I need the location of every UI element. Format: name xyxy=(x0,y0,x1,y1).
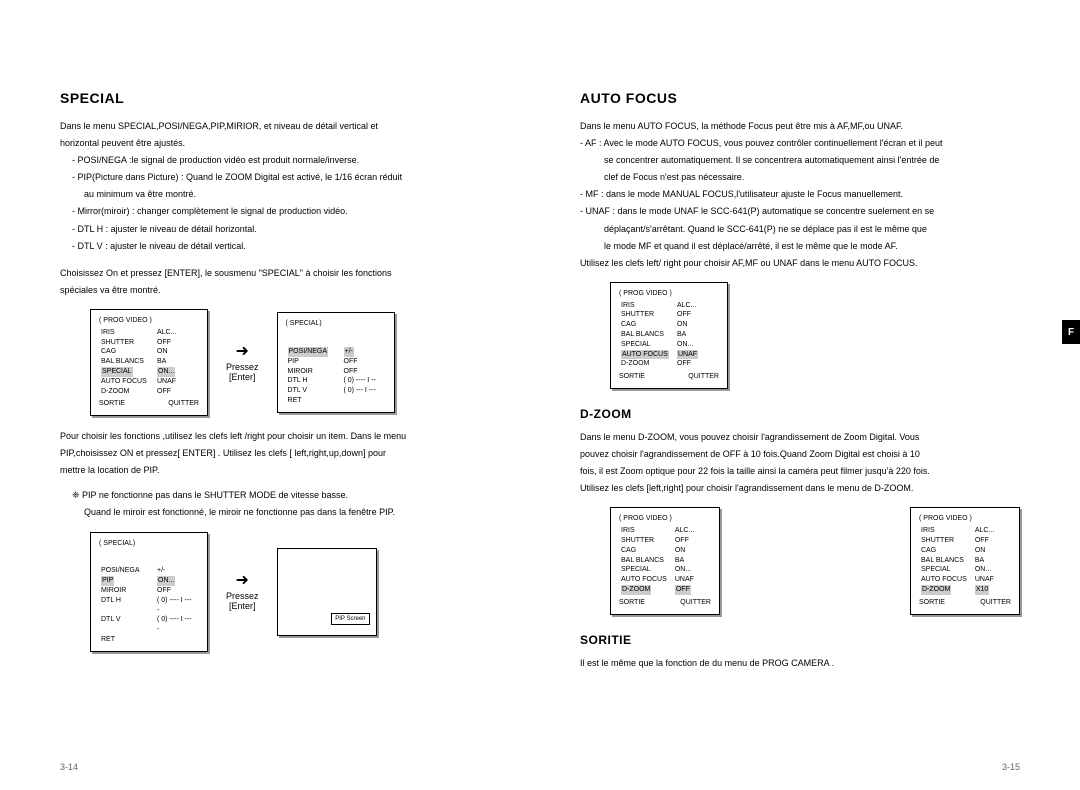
bullet: - POSI/NEGA :le signal de production vid… xyxy=(60,152,500,169)
menu-row-2: ( SPECIAL) POSI/NEGA+/- PIPON... MIROIRO… xyxy=(90,532,500,652)
bullet: le mode MF et quand il est déplacé/arrêt… xyxy=(580,238,1020,255)
arrow-block: ➜ Pressez [Enter] xyxy=(226,573,259,611)
text: Dans le menu AUTO FOCUS, la méthode Focu… xyxy=(580,118,1020,135)
text: Il est le même que la fonction de du men… xyxy=(580,655,1020,672)
note: Quand le miroir est fonctionné, le miroi… xyxy=(60,504,500,521)
heading-dzoom: D-ZOOM xyxy=(580,407,1020,421)
page-number: 3-14 xyxy=(60,762,78,772)
menu-prog-dz1: ( PROG VIDEO ) IRISALC... SHUTTEROFF CAG… xyxy=(610,507,720,614)
menu-row-dz: ( PROG VIDEO ) IRISALC... SHUTTEROFF CAG… xyxy=(610,507,1020,614)
menu-row-af: ( PROG VIDEO ) IRISALC... SHUTTEROFF CAG… xyxy=(610,282,1020,389)
bullet: - MF : dans le mode MANUAL FOCUS,l'utili… xyxy=(580,186,1020,203)
text: Pour choisir les fonctions ,utilisez les… xyxy=(60,428,500,445)
heading-sortie: SORITIE xyxy=(580,633,1020,647)
menu-prog-video: ( PROG VIDEO ) IRISALC... SHUTTEROFF CAG… xyxy=(90,309,208,416)
bullet: - DTL H : ajuster le niveau de détail ho… xyxy=(60,221,500,238)
text: PIP,choisissez ON et pressez[ ENTER] . U… xyxy=(60,445,500,462)
text: pouvez choisir l'agrandissement de OFF à… xyxy=(580,446,1020,463)
arrow-right-icon: ➜ xyxy=(226,344,259,360)
pip-screen-label: PIP Screen xyxy=(331,613,369,625)
text: Dans le menu SPECIAL,POSI/NEGA,PIP,MIRIO… xyxy=(60,118,500,135)
text: Dans le menu D-ZOOM, vous pouvez choisir… xyxy=(580,429,1020,446)
menu-row-1: ( PROG VIDEO ) IRISALC... SHUTTEROFF CAG… xyxy=(90,309,500,416)
bullet: - AF : Avec le mode AUTO FOCUS, vous pou… xyxy=(580,135,1020,152)
note: ❈ PIP ne fonctionne pas dans le SHUTTER … xyxy=(60,487,500,504)
bullet: - PIP(Picture dans Picture) : Quand le Z… xyxy=(60,169,500,186)
bullet: - UNAF : dans le mode UNAF le SCC-641(P)… xyxy=(580,203,1020,220)
bullet: clef de Focus n'est pas nécessaire. xyxy=(580,169,1020,186)
bullet: au minimum va être montré. xyxy=(60,186,500,203)
pip-diagram: PIP Screen xyxy=(277,548,377,636)
side-tab: F xyxy=(1062,320,1080,344)
text: mettre la location de PIP. xyxy=(60,462,500,479)
menu-prog-dz2: ( PROG VIDEO ) IRISALC... SHUTTEROFF CAG… xyxy=(910,507,1020,614)
text: horizontal peuvent être ajustés. xyxy=(60,135,500,152)
heading-special: SPECIAL xyxy=(60,90,500,106)
arrow-block: ➜ Pressez [Enter] xyxy=(226,344,259,382)
text: Utilisez les clefs [left,right] pour cho… xyxy=(580,480,1020,497)
text: fois, il est Zoom optique pour 22 fois l… xyxy=(580,463,1020,480)
text: Utilisez les clefs left/ right pour choi… xyxy=(580,255,1020,272)
page-number: 3-15 xyxy=(1002,762,1020,772)
bullet: se concentrer automatiquement. Il se con… xyxy=(580,152,1020,169)
bullet: déplaçant/s'arrêtant. Quand le SCC-641(P… xyxy=(580,221,1020,238)
page-left: SPECIAL Dans le menu SPECIAL,POSI/NEGA,P… xyxy=(0,0,540,790)
menu-special: ( SPECIAL) POSI/NEGA+/- PIPOFF MIROIROFF… xyxy=(277,312,395,413)
text: Choisissez On et pressez [ENTER], le sou… xyxy=(60,265,500,282)
bullet: - DTL V : ajuster le niveau de détail ve… xyxy=(60,238,500,255)
page-right: AUTO FOCUS Dans le menu AUTO FOCUS, la m… xyxy=(540,0,1080,790)
heading-autofocus: AUTO FOCUS xyxy=(580,90,1020,106)
bullet: - Mirror(miroir) : changer complètement … xyxy=(60,203,500,220)
text: spéciales va être montré. xyxy=(60,282,500,299)
menu-special-2: ( SPECIAL) POSI/NEGA+/- PIPON... MIROIRO… xyxy=(90,532,208,652)
arrow-right-icon: ➜ xyxy=(226,573,259,589)
menu-prog-af: ( PROG VIDEO ) IRISALC... SHUTTEROFF CAG… xyxy=(610,282,728,389)
